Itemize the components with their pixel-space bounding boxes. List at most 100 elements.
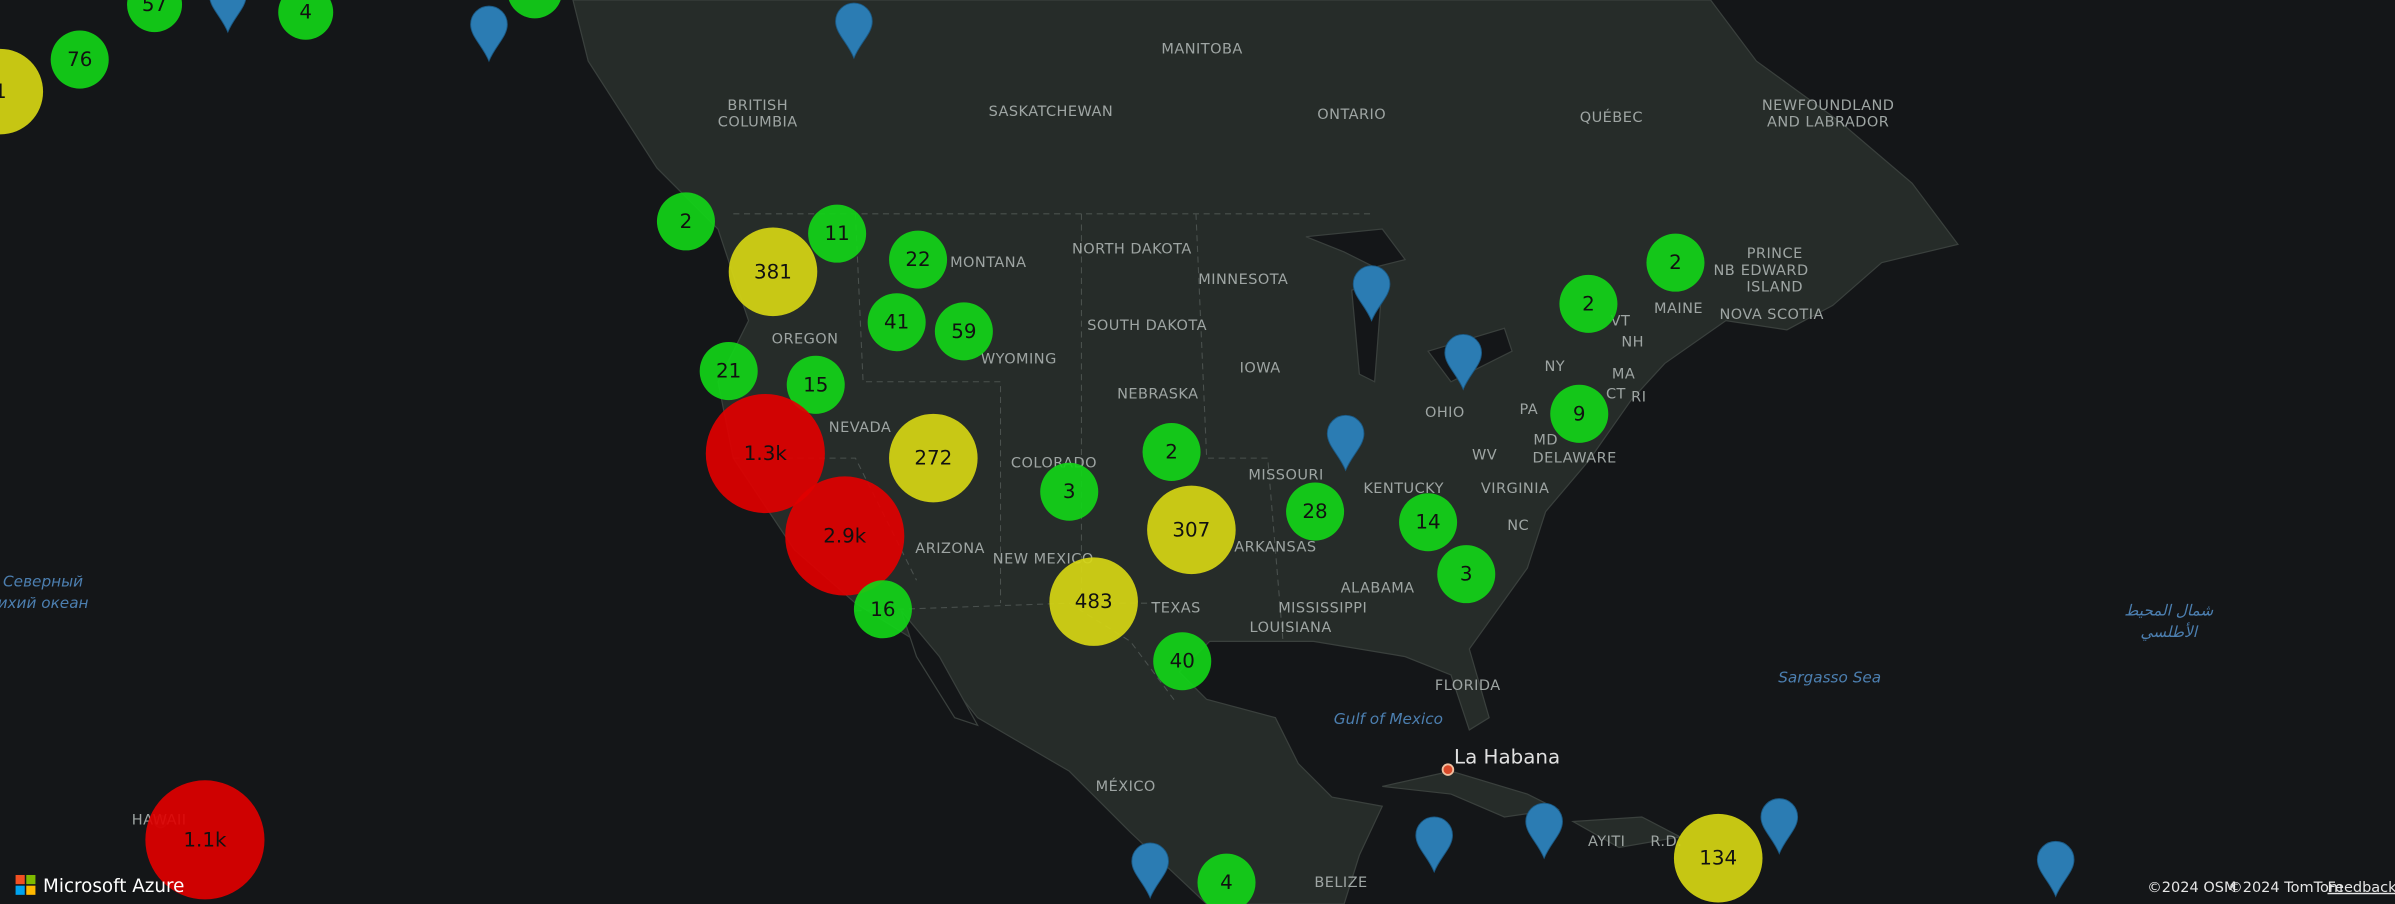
- place-label: NC: [1507, 518, 1529, 534]
- cluster-bubble: [50, 30, 109, 89]
- cluster[interactable]: 272: [889, 413, 978, 503]
- cluster[interactable]: 307: [1147, 485, 1236, 575]
- place-label: ARKANSAS: [1234, 539, 1316, 555]
- cluster-count: 40: [1170, 650, 1195, 673]
- pin: [470, 5, 508, 63]
- place-label: NORTH DAKOTA: [1072, 241, 1192, 257]
- water-label: ихий океан: [0, 594, 89, 612]
- place-label: ONTARIO: [1317, 107, 1386, 123]
- place-label: NEWFOUNDLAND: [1762, 98, 1895, 114]
- cluster[interactable]: 57: [127, 0, 183, 33]
- cluster[interactable]: 59: [934, 302, 993, 361]
- cluster-count: 21: [716, 360, 741, 383]
- cluster-bubble: [699, 342, 758, 401]
- place-label: NOVA SCOTIA: [1719, 307, 1823, 323]
- place-label: SASKATCHEWAN: [989, 104, 1114, 120]
- pin: [1415, 816, 1453, 874]
- water-label: الأطلسي: [2140, 622, 2198, 641]
- pin: [1760, 798, 1799, 855]
- place-label: PRINCE: [1747, 246, 1803, 262]
- place-label: NB: [1713, 263, 1735, 279]
- cluster[interactable]: 11: [808, 204, 867, 263]
- cluster[interactable]: 41: [867, 293, 926, 352]
- cluster-bubble: [1559, 274, 1618, 333]
- cluster-bubble: [705, 393, 825, 514]
- cluster-bubble: [1399, 493, 1458, 552]
- place-label: MAINE: [1654, 301, 1703, 317]
- cluster[interactable]: 21: [699, 342, 758, 401]
- cluster-count: 59: [951, 320, 976, 343]
- cluster[interactable]: 134: [1673, 813, 1763, 903]
- place-label: MÉXICO: [1096, 778, 1156, 795]
- cluster[interactable]: 1: [0, 48, 44, 135]
- cluster-count: 4: [299, 1, 312, 24]
- cluster[interactable]: 4: [278, 0, 334, 40]
- logo-icon: [15, 874, 36, 895]
- cluster-bubble: [1153, 632, 1212, 691]
- cluster[interactable]: 40: [1153, 632, 1212, 691]
- cluster[interactable]: 1.1k: [145, 780, 265, 900]
- water-label: Северный: [3, 572, 83, 590]
- cluster[interactable]: 2: [1559, 274, 1618, 333]
- place-label: IOWA: [1240, 361, 1281, 377]
- cluster-count: 381: [754, 260, 792, 283]
- cluster-count: 307: [1172, 518, 1210, 541]
- place-label: PA: [1520, 402, 1539, 418]
- overlay: MANITOBA SASKATCHEWAN ONTARIO QUÉBEC NEWFOUN…: [0, 0, 2213, 904]
- place-label: R.D.: [1650, 834, 1682, 850]
- logo: Microsoft Azure: [43, 876, 184, 897]
- place-label: NY: [1545, 359, 1566, 375]
- place-label: FLORIDA: [1435, 678, 1501, 694]
- cluster-bubble: [867, 293, 926, 352]
- cluster[interactable]: 9: [1550, 384, 1609, 443]
- cluster[interactable]: 2: [1646, 233, 1705, 292]
- water-label: شمال المحيط: [2124, 601, 2213, 619]
- place-label: MISSOURI: [1248, 467, 1323, 483]
- cluster-count: 14: [1415, 511, 1440, 534]
- cluster-bubble: [853, 580, 912, 639]
- pin: [1131, 842, 1169, 900]
- place-label: ARIZONA: [915, 541, 985, 557]
- cluster-count: 57: [142, 0, 167, 16]
- place-label: BRITISH: [727, 98, 788, 114]
- pin: [1444, 334, 1482, 391]
- place-label: OHIO: [1425, 405, 1465, 421]
- cluster-bubble: [1142, 422, 1201, 482]
- cluster[interactable]: 3: [1437, 545, 1496, 604]
- cluster-bubble: [785, 476, 905, 596]
- gulf-of-california: [900, 610, 979, 727]
- place-label: WYOMING: [981, 351, 1057, 367]
- pin: [1352, 265, 1391, 322]
- cluster[interactable]: 76: [50, 30, 109, 89]
- cluster-count: 1: [0, 80, 7, 103]
- cluster-bubble: [1049, 557, 1138, 646]
- cluster-count: 16: [870, 598, 895, 621]
- cluster[interactable]: 1.3k: [705, 393, 825, 514]
- cluster-count: 22: [905, 248, 930, 271]
- cluster[interactable]: 4: [1197, 853, 1256, 904]
- cluster[interactable]: 2: [1142, 422, 1201, 482]
- cluster[interactable]: 15: [786, 355, 845, 414]
- place-label: COLUMBIA: [718, 115, 798, 131]
- cluster-bubble: [278, 0, 334, 40]
- cluster[interactable]: 483: [1049, 557, 1138, 646]
- cluster[interactable]: 28: [1286, 482, 1345, 541]
- cluster[interactable]: 3: [1040, 462, 1099, 521]
- cluster-count: 28: [1302, 500, 1327, 523]
- cluster[interactable]: 14: [1399, 493, 1458, 552]
- cluster[interactable]: 22: [889, 230, 948, 289]
- cluster[interactable]: 381: [728, 227, 818, 317]
- place-label: ALABAMA: [1341, 580, 1415, 596]
- cluster[interactable]: 2.9k: [785, 476, 905, 596]
- cluster-count: 41: [884, 311, 909, 334]
- cluster-bubble: [808, 204, 867, 263]
- place-label: VIRGINIA: [1481, 481, 1550, 497]
- cluster[interactable]: 2: [656, 192, 715, 251]
- feedback-link[interactable]: Feedback: [2328, 880, 2395, 896]
- cluster[interactable]: 16: [853, 580, 912, 639]
- attribution: ©2024 OSM: [2147, 880, 2236, 896]
- place-label: NH: [1621, 335, 1644, 351]
- cluster-count: 2: [680, 210, 693, 233]
- cluster-count: 76: [67, 48, 92, 71]
